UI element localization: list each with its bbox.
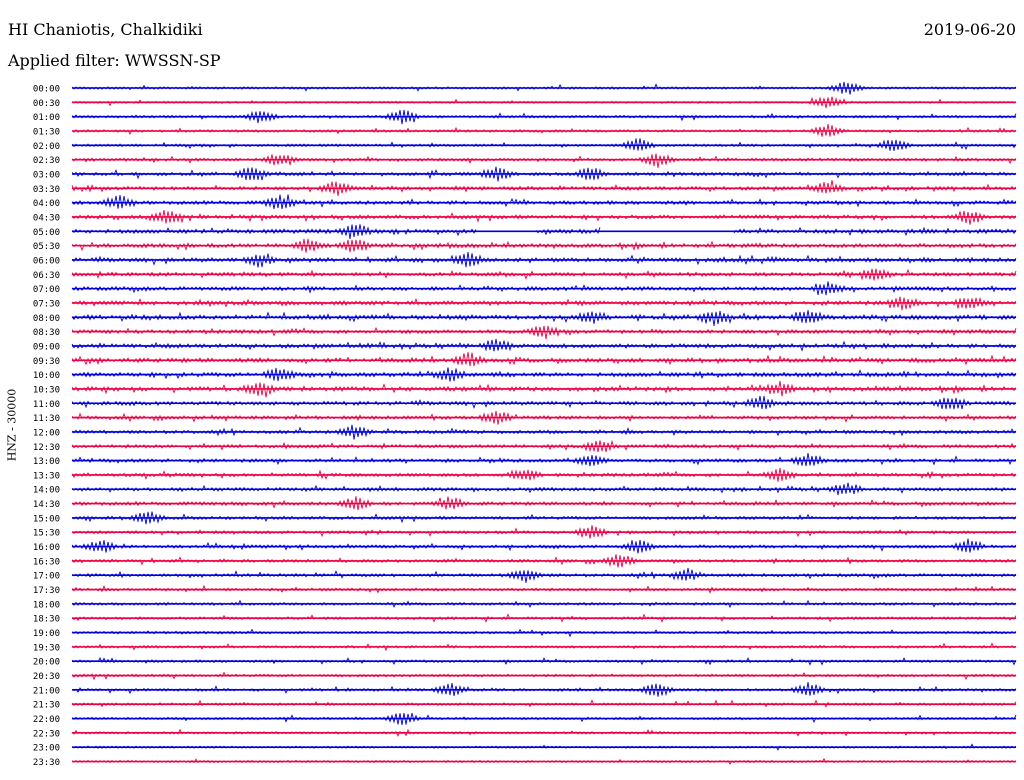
date-label: 2019-06-20 <box>923 20 1016 39</box>
trace-time-label: 00:00 <box>33 85 60 95</box>
trace-time-label: 03:00 <box>33 170 60 180</box>
trace-time-label: 20:30 <box>33 672 60 682</box>
filter-label: Applied filter: WWSSN-SP <box>8 51 221 70</box>
trace-time-label: 13:00 <box>33 457 60 467</box>
trace-time-label: 03:30 <box>33 185 60 195</box>
trace-time-label: 10:30 <box>33 385 60 395</box>
trace-time-label: 05:00 <box>33 228 60 238</box>
trace-time-label: 11:30 <box>33 414 60 424</box>
trace-time-label: 09:00 <box>33 342 60 352</box>
trace-time-label: 17:00 <box>33 572 60 582</box>
trace-time-label: 16:00 <box>33 543 60 553</box>
trace-time-label: 12:30 <box>33 443 60 453</box>
trace-line <box>71 352 1017 367</box>
trace-time-label: 18:00 <box>33 600 60 610</box>
trace-line <box>71 210 1017 225</box>
trace-time-label: 04:30 <box>33 213 60 223</box>
trace-time-label: 21:30 <box>33 701 60 711</box>
trace-time-label: 16:30 <box>33 557 60 567</box>
trace-time-label: 21:00 <box>33 686 60 696</box>
trace-time-label: 08:00 <box>33 314 60 324</box>
trace-time-label: 01:30 <box>33 127 60 137</box>
trace-time-label: 02:30 <box>33 156 60 166</box>
trace-time-label: 00:30 <box>33 99 60 109</box>
trace-time-label: 22:00 <box>33 715 60 725</box>
trace-time-label: 19:00 <box>33 629 60 639</box>
trace-time-label: 01:00 <box>33 113 60 123</box>
trace-time-label: 23:00 <box>33 744 60 754</box>
trace-time-label: 04:00 <box>33 199 60 209</box>
trace-time-label: 12:00 <box>33 428 60 438</box>
trace-time-label: 06:30 <box>33 271 60 281</box>
trace-line <box>71 453 1017 467</box>
trace-time-label: 14:00 <box>33 486 60 496</box>
trace-line <box>71 194 1017 210</box>
trace-time-label: 13:30 <box>33 471 60 481</box>
trace-line <box>71 325 1017 340</box>
trace-time-label: 02:00 <box>33 142 60 152</box>
trace-time-label: 17:30 <box>33 586 60 596</box>
trace-line <box>71 153 1017 168</box>
trace-time-label: 07:00 <box>33 285 60 295</box>
trace-time-label: 20:00 <box>33 658 60 668</box>
trace-time-label: 05:30 <box>33 242 60 252</box>
trace-time-label: 07:30 <box>33 299 60 309</box>
trace-time-label: 22:30 <box>33 729 60 739</box>
trace-time-label: 19:30 <box>33 643 60 653</box>
trace-time-label: 09:30 <box>33 357 60 367</box>
trace-time-label: 18:30 <box>33 615 60 625</box>
station-title: HI Chaniotis, Chalkidiki <box>8 20 203 39</box>
trace-time-label: 08:30 <box>33 328 60 338</box>
trace-time-label: 10:00 <box>33 371 60 381</box>
trace-time-label: 14:30 <box>33 500 60 510</box>
trace-time-label: 23:30 <box>33 758 60 768</box>
trace-time-label: 11:00 <box>33 400 60 410</box>
trace-time-label: 15:30 <box>33 529 60 539</box>
trace-time-label: 06:00 <box>33 256 60 266</box>
trace-time-label: 15:00 <box>33 514 60 524</box>
